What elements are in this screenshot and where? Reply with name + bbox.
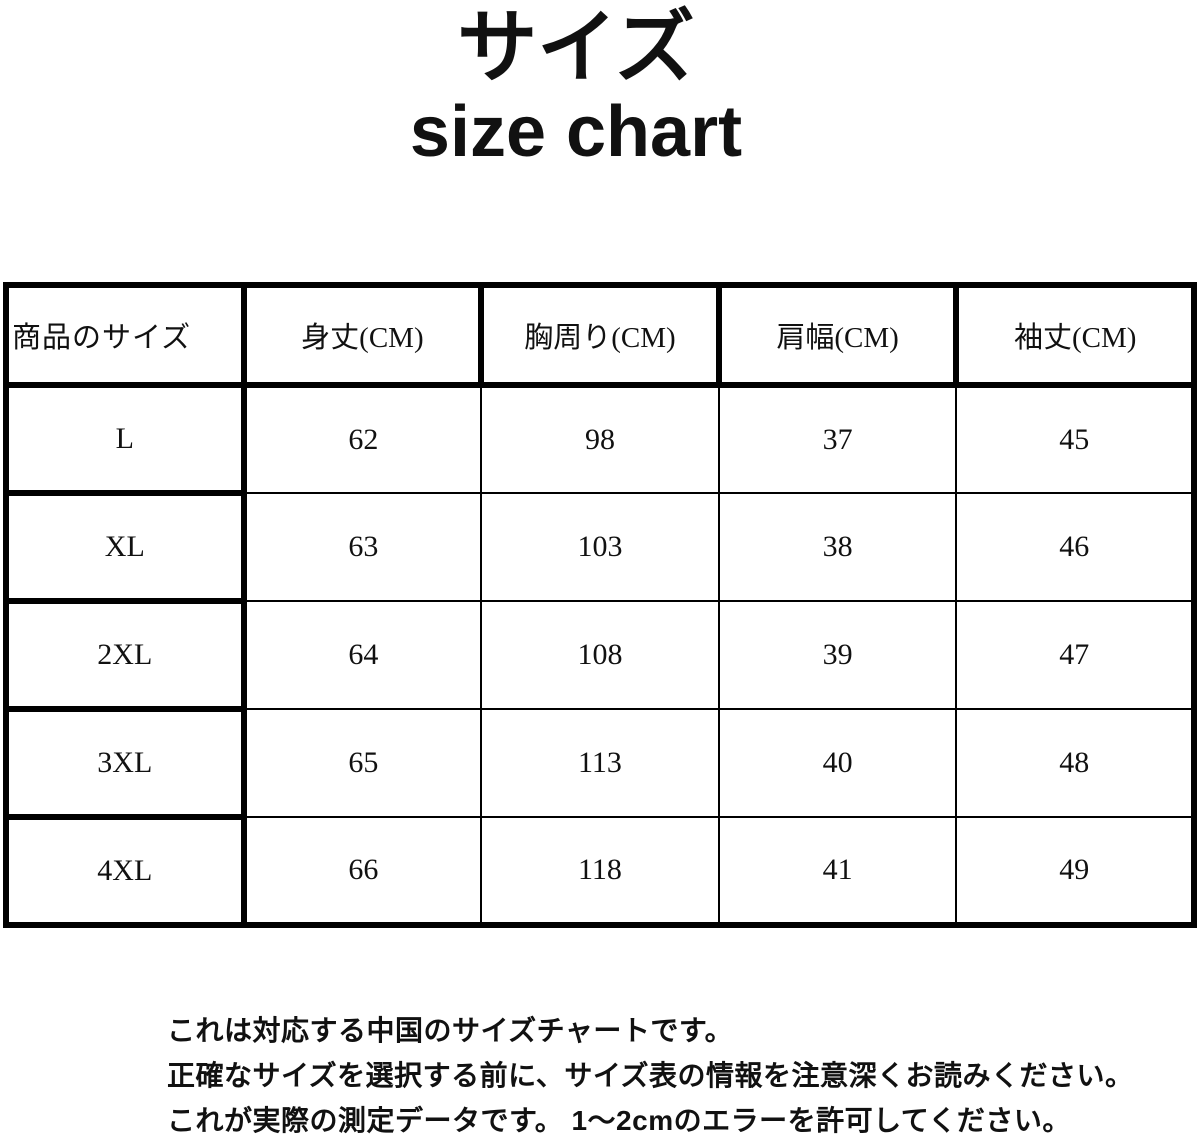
header-row: 商品のサイズ 身丈(CM) 胸周り(CM) 肩幅(CM) 袖丈(CM) xyxy=(3,282,1197,388)
shoulder-width-value: 41 xyxy=(717,816,958,928)
sleeve-length-value: 46 xyxy=(955,492,1197,602)
page-title-english: size chart xyxy=(409,92,743,172)
chest-value: 103 xyxy=(480,492,720,602)
chest-value: 113 xyxy=(480,708,720,818)
note-line-china-chart: これは対応する中国のサイズチャートです。 xyxy=(167,1015,734,1046)
size-label: 3XL xyxy=(3,706,247,820)
table-row-xl: XL 63 103 38 46 xyxy=(3,490,1197,604)
body-length-value: 66 xyxy=(242,816,483,928)
table-row-4xl: 4XL 66 118 41 49 xyxy=(3,814,1197,928)
size-label: L xyxy=(3,382,247,496)
page-title-japanese: サイズ xyxy=(457,3,695,92)
size-label: 4XL xyxy=(3,814,247,928)
body-length-value: 65 xyxy=(242,708,483,818)
shoulder-width-value: 40 xyxy=(717,708,958,818)
sleeve-length-value: 48 xyxy=(955,708,1197,818)
note-line-read-carefully: 正確なサイズを選択する前に、サイズ表の情報を注意深くお読みください。 xyxy=(167,1060,1134,1091)
size-label: XL xyxy=(3,490,247,604)
table-row-l: L 62 98 37 45 xyxy=(3,382,1197,496)
column-header-shoulder-width: 肩幅(CM) xyxy=(715,282,960,388)
body-length-value: 63 xyxy=(242,492,483,602)
size-chart-table: 商品のサイズ 身丈(CM) 胸周り(CM) 肩幅(CM) 袖丈(CM) L 62… xyxy=(3,282,1197,928)
note-line-error-tolerance: これが実際の測定データです。 1～2cmのエラーを許可してください。 xyxy=(167,1105,1071,1136)
sleeve-length-value: 49 xyxy=(955,816,1197,928)
table-body: L 62 98 37 45 XL 63 103 38 46 2XL 64 108… xyxy=(3,382,1197,928)
sleeve-length-value: 45 xyxy=(955,384,1197,494)
sleeve-length-value: 47 xyxy=(955,600,1197,710)
chest-value: 118 xyxy=(480,816,720,928)
chest-value: 108 xyxy=(480,600,720,710)
column-header-product-size: 商品のサイズ xyxy=(3,282,247,388)
table-row-3xl: 3XL 65 113 40 48 xyxy=(3,706,1197,820)
footer-notes: これは対応する中国のサイズチャートです。 正確なサイズを選択する前に、サイズ表の… xyxy=(167,1008,1167,1136)
column-header-sleeve-length: 袖丈(CM) xyxy=(953,282,1197,388)
table-row-2xl: 2XL 64 108 39 47 xyxy=(3,598,1197,712)
body-length-value: 62 xyxy=(242,384,483,494)
chest-value: 98 xyxy=(480,384,720,494)
size-label: 2XL xyxy=(3,598,247,712)
header: サイズ size chart xyxy=(0,0,1176,170)
shoulder-width-value: 39 xyxy=(717,600,958,710)
shoulder-width-value: 38 xyxy=(717,492,958,602)
column-header-body-length: 身丈(CM) xyxy=(240,282,485,388)
body-length-value: 64 xyxy=(242,600,483,710)
column-header-chest: 胸周り(CM) xyxy=(478,282,722,388)
table-header: 商品のサイズ 身丈(CM) 胸周り(CM) 肩幅(CM) 袖丈(CM) xyxy=(3,282,1197,388)
shoulder-width-value: 37 xyxy=(717,384,958,494)
